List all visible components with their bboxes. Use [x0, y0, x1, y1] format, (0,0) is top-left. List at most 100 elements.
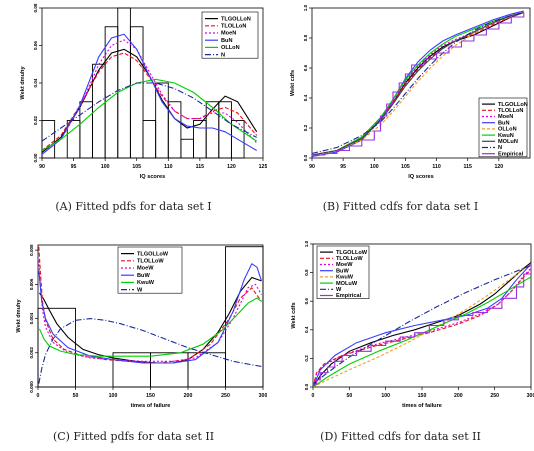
x-tick-label: 120 [495, 164, 504, 170]
x-tick-label: 110 [432, 164, 440, 170]
x-tick-label: 100 [109, 393, 118, 399]
x-tick-label: 100 [101, 164, 110, 170]
legend-label: KwuN [498, 133, 514, 139]
chart-d: 0 50 100 150 200 250 300 0.0 0.2 0.4 0.6 0.8 1.0 time… [291, 240, 534, 409]
series-line-kwuw [38, 297, 262, 357]
x-tick-label: 150 [418, 393, 427, 399]
y-tick-label: 0.000 [29, 381, 34, 393]
x-tick-label: 0 [312, 393, 315, 399]
x-tick-label: 90 [39, 164, 45, 170]
legend-label: BuN [221, 38, 233, 44]
panel-d: 0 50 100 150 200 250 300 0.0 0.2 0.4 0.6 0.8 1.0 time… [267, 225, 534, 451]
series-line-bun [42, 33, 257, 155]
chart-b: 90 95 100 105 110 115 120 0.0 0.2 0.4 0.6 0.8 1.0 IQ … [290, 4, 531, 180]
histogram-bar [37, 307, 76, 388]
legend-label: TLGOLLoW [336, 250, 368, 256]
x-tick-label: 120 [227, 164, 236, 170]
legend-label: KwuW [336, 275, 354, 281]
series-line-buw [38, 262, 263, 364]
panel-a: 90 95 100 105 110 115 120 125 0.00 0.02 0.04 0.06 0.… [0, 0, 267, 225]
histogram-bar [41, 120, 56, 159]
x-axis-label: times of failure [402, 403, 442, 409]
panel-b: 90 95 100 105 110 115 120 0.0 0.2 0.4 0.6 0.8 1.0 IQ … [267, 0, 534, 225]
series-line-moluw [313, 276, 531, 387]
legend-label: Empirical [498, 151, 524, 157]
y-tick-label: 0.002 [29, 347, 34, 359]
histogram-bar [180, 138, 194, 159]
legend-label: MoeW [336, 262, 353, 268]
legend-label: TLOLLoN [221, 24, 246, 30]
legend-label: TLGOLLoW [137, 251, 169, 257]
legend-label: BuW [336, 268, 349, 274]
series-line-kwuw [313, 263, 531, 387]
legend-label: MoeN [221, 31, 236, 37]
y-tick-label: 0.04 [33, 78, 38, 87]
legend-box [201, 11, 259, 59]
x-tick-label: 200 [184, 393, 193, 399]
y-axis-label: Wekt dmuhy [16, 299, 22, 333]
legend-label: MoeW [137, 266, 154, 272]
legend-label: W [137, 287, 143, 293]
legend-label: N [221, 52, 225, 58]
x-tick-label: 250 [490, 393, 499, 399]
series-line-buw [313, 263, 531, 387]
y-tick-label: 0.2 [303, 124, 308, 131]
legend-label: W [336, 287, 342, 293]
series-line-ollon [42, 78, 258, 151]
histogram-bar [79, 101, 93, 159]
caption-b: (B) Fitted cdfs for data set I [322, 200, 479, 213]
legend-label: BuW [137, 273, 150, 279]
y-tick-label: 0.0 [304, 383, 309, 390]
x-tick-label: 300 [527, 393, 534, 399]
y-tick-label: 0.00 [33, 153, 38, 162]
caption-c: (C) Fitted pdfs for data set II [52, 430, 215, 443]
x-tick-label: 300 [259, 393, 267, 399]
x-tick-label: 95 [340, 164, 346, 170]
series-line-tlgollow [313, 262, 531, 387]
x-tick-label: 90 [309, 164, 315, 170]
y-tick-label: 0.02 [33, 116, 38, 125]
series-line-tlollon [42, 52, 258, 151]
panel-c: 0 50 100 150 200 250 300 0.000 0.002 0.004 0.006 0.… [0, 225, 267, 451]
y-tick-label: 0.8 [303, 34, 308, 41]
legend-label: TLOLLoW [336, 256, 363, 262]
legend-label: TLOLLoN [498, 108, 523, 114]
series-line-n [312, 11, 524, 155]
x-tick-label: 105 [132, 164, 141, 170]
legend-label: KwuW [137, 280, 155, 286]
y-tick-label: 0.006 [29, 278, 34, 290]
x-tick-label: 150 [146, 393, 155, 399]
histogram-bar [112, 352, 151, 388]
histogram-bar [129, 26, 144, 159]
y-axis-label: Wekt cdfs [290, 70, 296, 96]
x-tick-label: 50 [346, 393, 352, 399]
caption-d: (D) Fitted cdfs for data set II [320, 430, 481, 443]
series-line-tlgollon [42, 48, 258, 153]
plot-frame [311, 7, 531, 159]
histogram-bar [218, 101, 232, 159]
legend-box [117, 246, 183, 294]
legend-label: MOLuW [336, 281, 358, 287]
legend-label: TLGOLLoN [221, 16, 251, 22]
y-tick-label: 0.4 [303, 94, 308, 101]
y-tick-label: 0.06 [33, 41, 38, 50]
y-tick-label: 0.8 [304, 269, 309, 276]
y-tick-label: 0.6 [303, 64, 308, 71]
legend-label: TLOLLoW [137, 259, 164, 265]
series-line-bun [312, 10, 524, 158]
x-tick-label: 200 [454, 393, 463, 399]
histogram-bar [142, 120, 157, 159]
x-tick-label: 125 [259, 164, 267, 170]
series-line-empirical [313, 264, 531, 385]
x-tick-label: 100 [381, 393, 390, 399]
legend-label: TLGOLLoN [498, 102, 528, 108]
x-tick-label: 250 [221, 393, 230, 399]
histogram-bar [167, 101, 182, 159]
x-axis-label: IQ scores [140, 174, 166, 180]
series-line-w [38, 318, 262, 384]
histogram-bar [230, 120, 245, 159]
legend-label: OLLoN [221, 45, 240, 51]
y-axis-label: Wekt cdfs [291, 302, 297, 328]
series-line-empirical [312, 12, 525, 156]
legend-label: Empirical [336, 293, 362, 299]
